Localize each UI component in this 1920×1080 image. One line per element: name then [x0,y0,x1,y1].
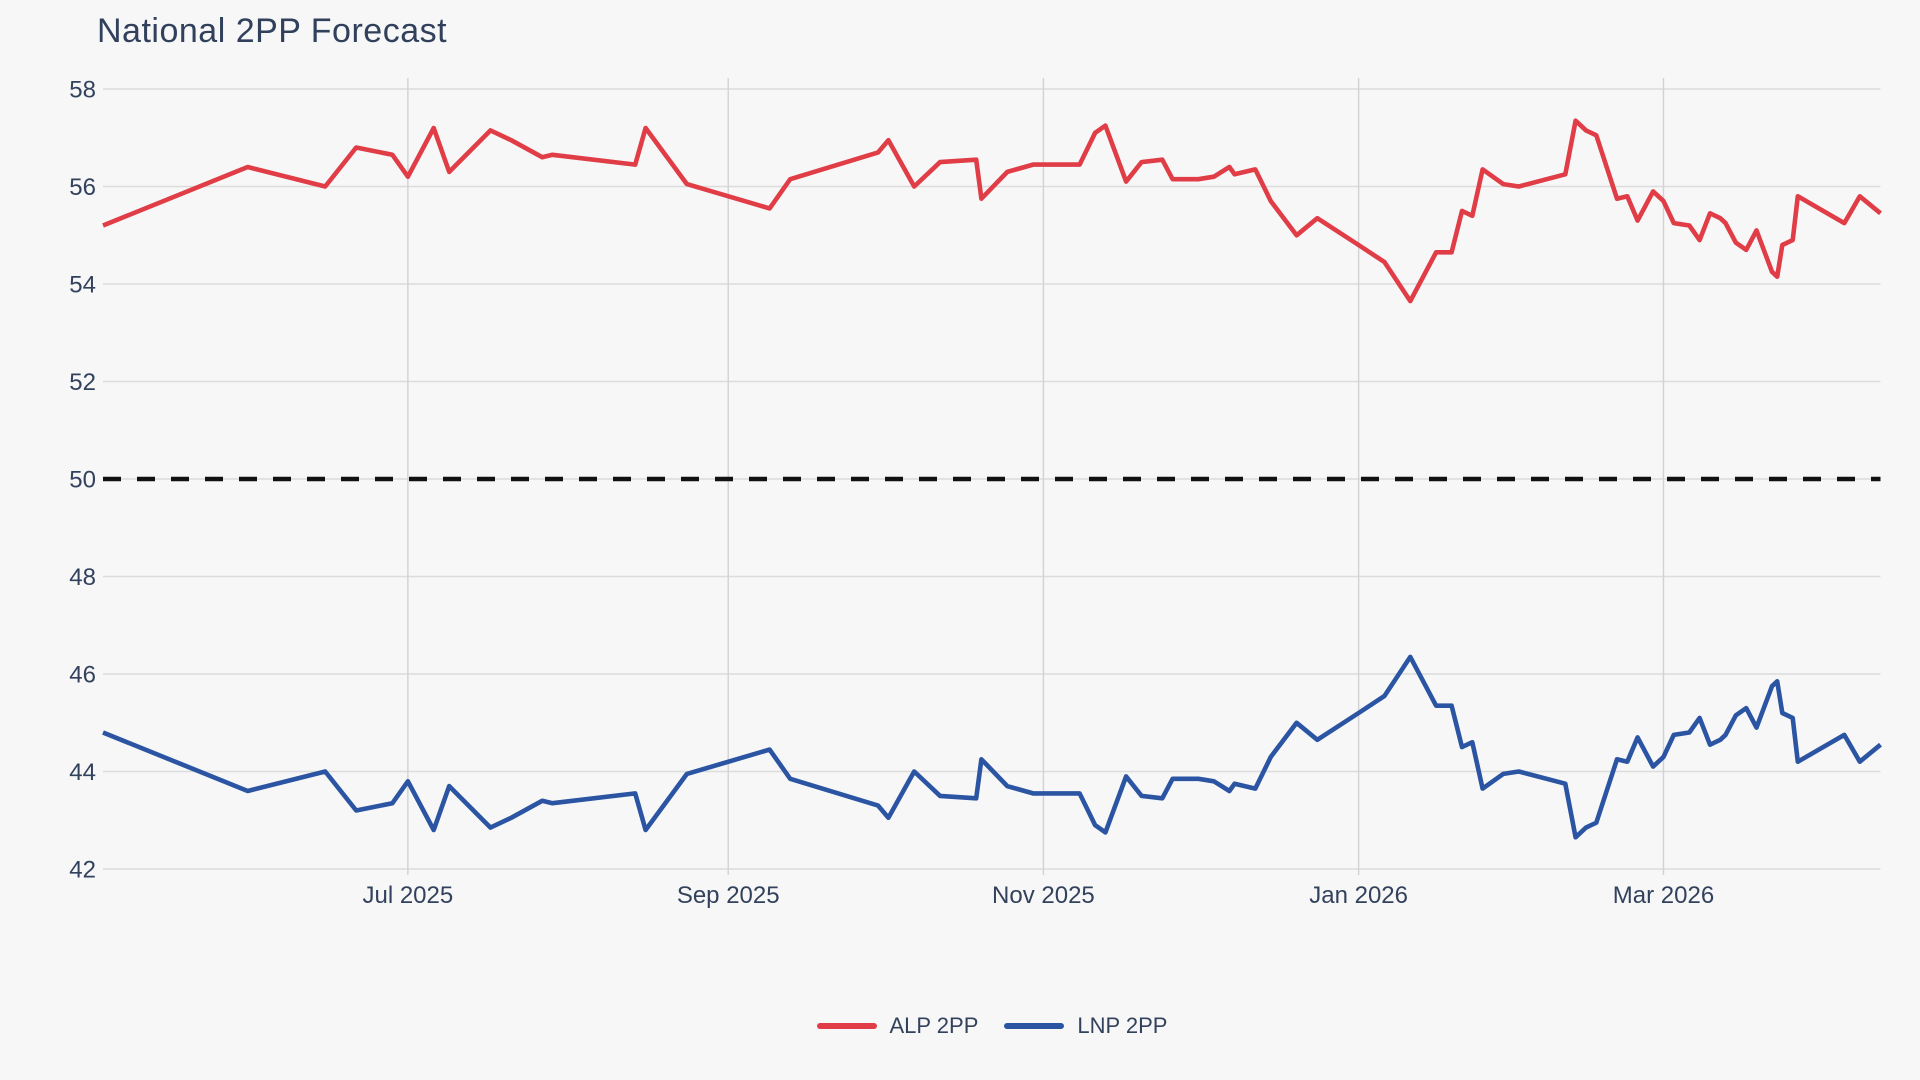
legend-label: ALP 2PP [889,1013,979,1038]
y-tick-label-58: 58 [69,77,96,104]
y-tick-label-52: 52 [69,369,96,396]
y-tick-label-44: 44 [69,759,96,786]
x-tick-label-nov-2025: Nov 2025 [992,882,1095,909]
y-tick-label-46: 46 [69,662,96,689]
y-tick-label-42: 42 [69,857,96,884]
y-tick-label-54: 54 [69,272,96,299]
legend-label: LNP 2PP [1077,1013,1168,1038]
x-tick-label-jul-2025: Jul 2025 [362,882,453,909]
y-tick-label-50: 50 [69,467,96,494]
chart-title: National 2PP Forecast [97,12,448,50]
y-tick-label-48: 48 [69,564,96,591]
y-tick-label-56: 56 [69,174,96,201]
legend: ALP 2PP LNP 2PP [103,1010,1881,1042]
alp-2pp-swatch-icon [816,1023,877,1029]
lnp-2pp-swatch-icon [1004,1023,1065,1029]
x-tick-label-mar-2026: Mar 2026 [1613,882,1714,909]
legend-item-lnp-2pp[interactable]: LNP 2PP [1004,1013,1168,1039]
x-tick-label-jan-2026: Jan 2026 [1309,882,1408,909]
legend-item-alp-2pp[interactable]: ALP 2PP [816,1013,979,1039]
x-tick-label-sep-2025: Sep 2025 [677,882,780,909]
alp-2pp-line [102,118,1882,304]
lnp-2pp-line [102,654,1882,840]
